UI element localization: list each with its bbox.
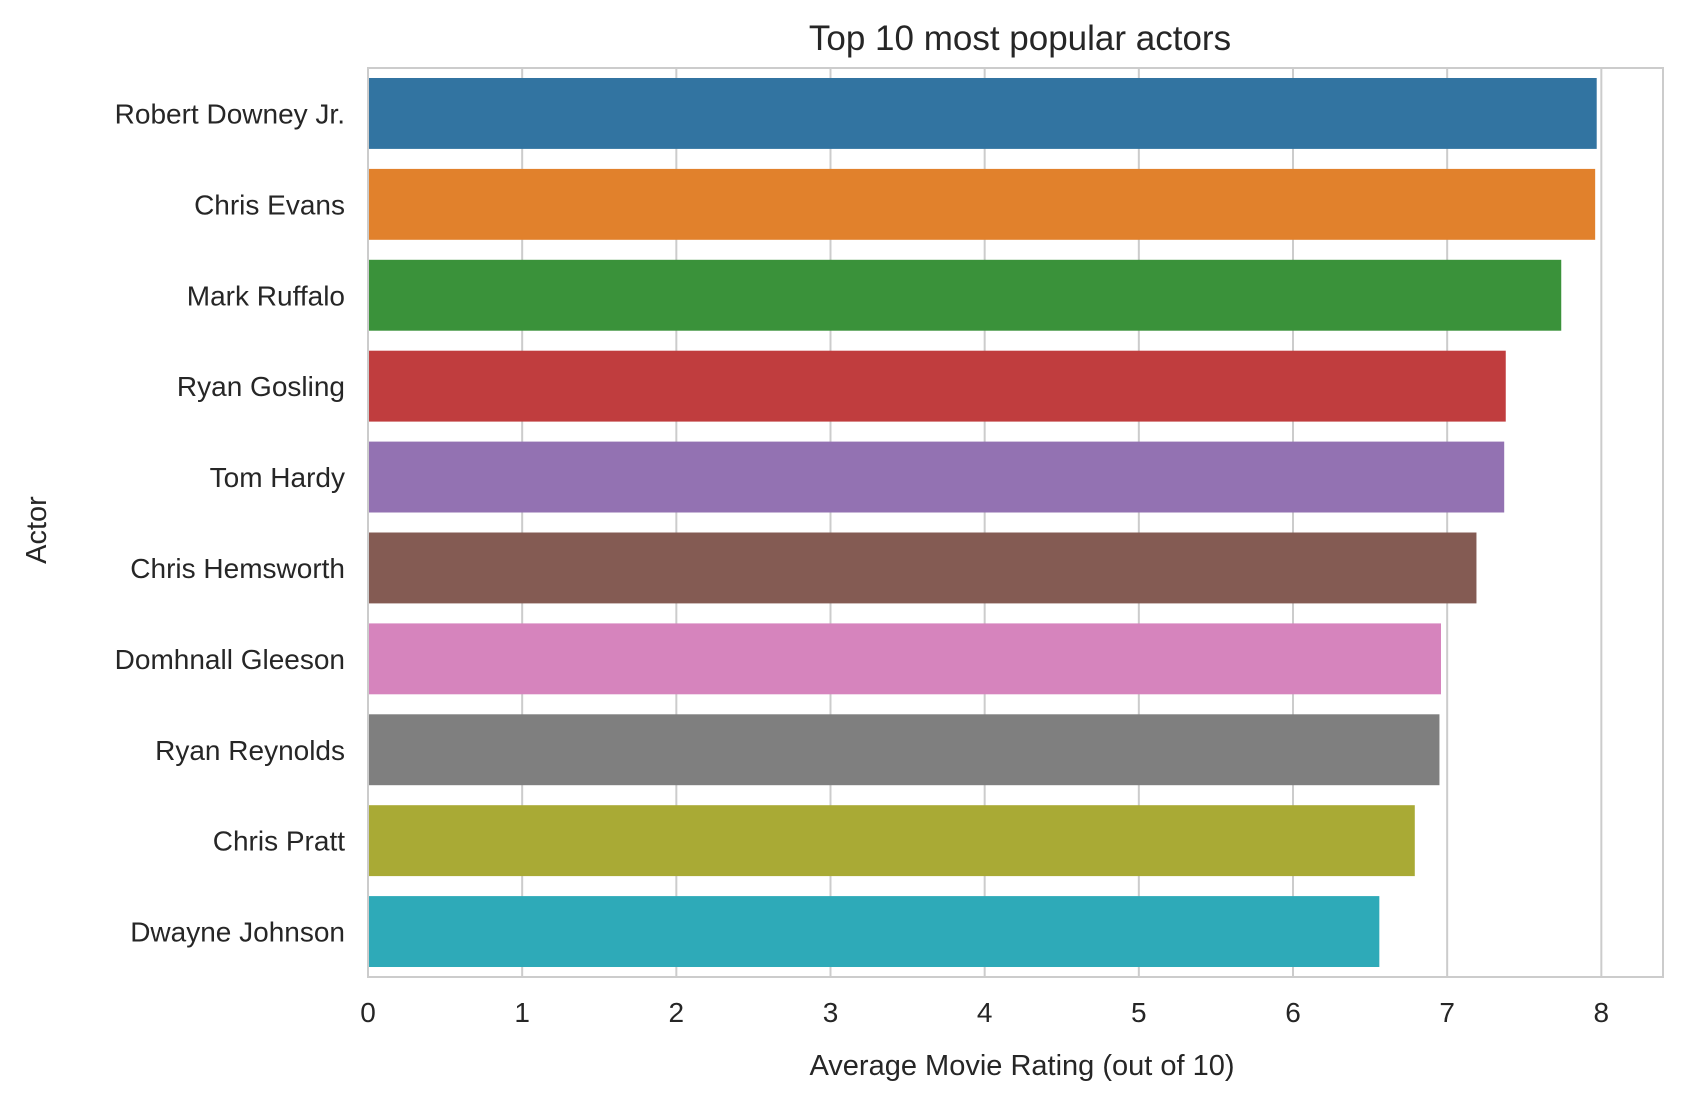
bar — [368, 77, 1597, 149]
y-tick-label: Mark Ruffalo — [187, 280, 345, 311]
bars — [368, 77, 1597, 968]
bar — [368, 259, 1562, 331]
bar — [368, 350, 1506, 422]
x-tick-label: 1 — [514, 997, 530, 1028]
x-tick-label: 0 — [360, 997, 376, 1028]
bar — [368, 168, 1596, 240]
plot-border — [367, 67, 1664, 978]
bar — [368, 714, 1440, 786]
x-tick-label: 2 — [669, 997, 685, 1028]
bar — [368, 805, 1415, 877]
y-tick-label: Robert Downey Jr. — [115, 98, 345, 129]
y-tick-labels: Robert Downey Jr. Chris Evans Mark Ruffalo… — [115, 98, 346, 947]
y-tick-label: Chris Pratt — [213, 826, 345, 857]
x-tick-label: 3 — [823, 997, 839, 1028]
chart-title: Top 10 most popular actors — [809, 19, 1231, 58]
x-tick-label: 6 — [1285, 997, 1301, 1028]
x-tick-label: 5 — [1131, 997, 1147, 1028]
x-tick-label: 7 — [1439, 997, 1455, 1028]
y-tick-label: Dwayne Johnson — [130, 917, 345, 948]
y-tick-label: Chris Evans — [194, 189, 345, 220]
plot-frame — [367, 67, 1664, 978]
x-axis-label: Average Movie Rating (out of 10) — [809, 1050, 1234, 1082]
y-tick-label: Chris Hemsworth — [130, 553, 345, 584]
bar — [368, 896, 1380, 968]
x-tick-label: 4 — [977, 997, 993, 1028]
bar — [368, 623, 1441, 695]
y-tick-label: Domhnall Gleeson — [115, 644, 345, 675]
y-tick-label: Ryan Reynolds — [155, 735, 345, 766]
x-tick-labels: 0 1 2 3 4 5 6 7 8 — [360, 997, 1609, 1028]
y-axis-label: Actor — [21, 496, 53, 564]
bar — [368, 532, 1477, 604]
y-tick-label: Tom Hardy — [210, 462, 345, 493]
x-tick-label: 8 — [1594, 997, 1610, 1028]
y-tick-label: Ryan Gosling — [177, 371, 345, 402]
bar — [368, 441, 1505, 513]
